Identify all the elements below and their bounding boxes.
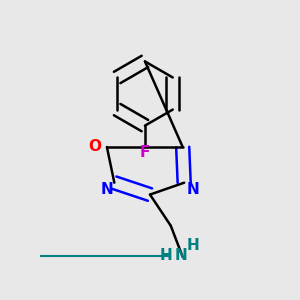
Text: N: N bbox=[100, 182, 113, 197]
Text: N: N bbox=[187, 182, 200, 197]
Text: H: H bbox=[187, 238, 200, 253]
Text: O: O bbox=[88, 139, 101, 154]
Text: F: F bbox=[140, 145, 150, 160]
Text: H: H bbox=[160, 248, 173, 263]
Text: N: N bbox=[175, 248, 188, 263]
